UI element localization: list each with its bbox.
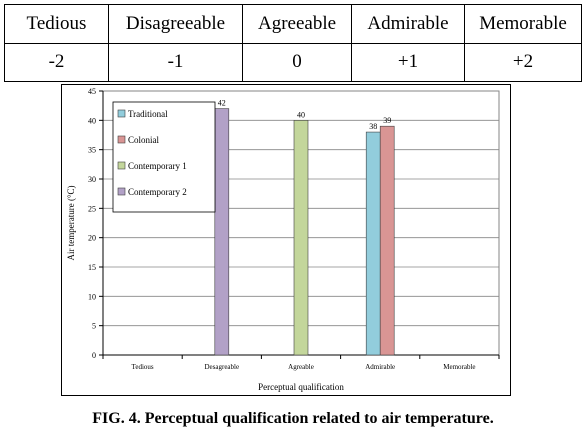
scale-header-cell: Admirable	[351, 4, 465, 44]
x-tick-label: Agreable	[288, 363, 314, 371]
y-tick-label: 20	[88, 234, 96, 243]
scale-value-cell: -2	[4, 42, 109, 82]
data-label: 38	[369, 122, 377, 131]
legend-label: Contemporary 2	[128, 187, 187, 197]
bar	[293, 120, 309, 356]
y-tick-label: 45	[88, 87, 96, 96]
y-tick-label: 30	[88, 175, 96, 184]
x-axis-title: Perceptual qualification	[258, 382, 344, 392]
scale-value-cell: +2	[464, 42, 582, 82]
legend-label: Contemporary 1	[128, 161, 187, 171]
y-tick-label: 35	[88, 146, 96, 155]
y-tick-label: 5	[92, 322, 96, 331]
legend-swatch	[117, 109, 126, 118]
scale-header-cell: Disagreeable	[108, 4, 243, 44]
legend-swatch	[117, 135, 126, 144]
perceptual-scale-table: Tedious Disagreeable Agreeable Admirable…	[4, 4, 582, 82]
scale-value-row: -2 -1 0 +1 +2	[4, 42, 582, 82]
y-tick-label: 25	[88, 204, 96, 213]
bar-chart: 0 5 10 15 20 25 30 35 40 45 Tedious Desagreable Agre…	[66, 87, 500, 392]
scale-header-cell: Tedious	[4, 4, 109, 44]
x-tick-label: Desagreable	[205, 363, 240, 371]
scale-value-cell: +1	[351, 42, 465, 82]
legend-box	[112, 101, 216, 213]
x-tick-label: Admirable	[365, 363, 395, 371]
y-tick-label: 40	[88, 116, 96, 125]
bar	[365, 131, 381, 356]
legend-swatch	[117, 187, 126, 196]
y-tick-label: 0	[92, 351, 96, 360]
bar	[214, 108, 230, 356]
y-tick-label: 10	[88, 292, 96, 301]
bar	[379, 125, 395, 356]
scale-header-row: Tedious Disagreeable Agreeable Admirable…	[4, 4, 582, 44]
figure-caption: FIG. 4. Perceptual qualification related…	[92, 410, 494, 427]
y-axis-title: Air temperature (°C)	[66, 185, 76, 260]
chart-frame: 0 5 10 15 20 25 30 35 40 45 Tedious Desagreable Agre…	[61, 84, 511, 396]
legend-label: Traditional	[128, 109, 168, 119]
scale-value-cell: 0	[242, 42, 352, 82]
y-tick-label: 15	[88, 263, 96, 272]
x-tick-label: Tedious	[132, 363, 154, 371]
scale-header-cell: Memorable	[464, 4, 582, 44]
scale-header-cell: Agreeable	[242, 4, 352, 44]
data-label: 39	[383, 116, 391, 125]
data-label: 40	[297, 110, 305, 119]
data-label: 42	[218, 99, 226, 108]
x-tick-label: Memorable	[443, 363, 475, 371]
legend-swatch	[117, 161, 126, 170]
scale-value-cell: -1	[108, 42, 243, 82]
legend-label: Colonial	[128, 135, 159, 145]
